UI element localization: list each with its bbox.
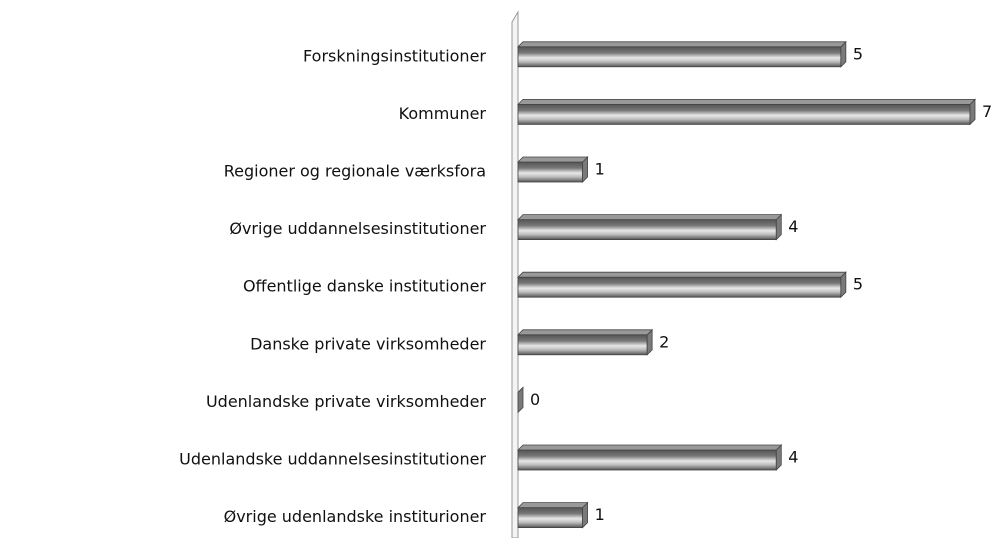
data-label: 7 [982, 102, 992, 121]
bar [517, 46, 842, 68]
data-label: 2 [659, 332, 669, 351]
bar-top [517, 99, 976, 105]
category-label: Øvrige uddannelsesinstitutioner [229, 219, 486, 238]
data-label: 5 [853, 44, 863, 63]
data-label: 1 [595, 505, 605, 524]
bar [517, 507, 583, 529]
bar-top [517, 329, 654, 336]
data-label: 4 [788, 448, 798, 467]
data-label: 4 [788, 217, 798, 236]
category-label: Regioner og regionale værksfora [224, 162, 486, 181]
axis-wall [511, 10, 519, 538]
bar-top [517, 41, 847, 48]
category-label: Danske private virksomheder [250, 334, 486, 353]
bar-top [517, 214, 783, 221]
category-label: Offentlige danske institutioner [243, 277, 486, 296]
category-label: Kommuner [399, 104, 487, 123]
bar [517, 104, 971, 125]
bar [517, 219, 777, 241]
bar [517, 276, 842, 298]
bar-top [517, 502, 589, 509]
category-label: Udenlandske uddannelsesinstitutioner [179, 450, 486, 469]
category-label: Udenlandske private virksomheder [206, 392, 486, 411]
data-label: 0 [530, 390, 540, 409]
bar-top [517, 387, 524, 393]
data-label: 1 [595, 160, 605, 179]
category-label: Øvrige udenlandske institurioner [224, 507, 487, 526]
bar [517, 334, 648, 356]
bar-top [517, 156, 589, 163]
bar-top [517, 444, 783, 451]
bar-top [517, 271, 847, 278]
category-label: Forskningsinstitutioner [303, 46, 486, 65]
bar [517, 161, 583, 183]
bar [517, 449, 777, 471]
data-label: 5 [853, 275, 863, 294]
